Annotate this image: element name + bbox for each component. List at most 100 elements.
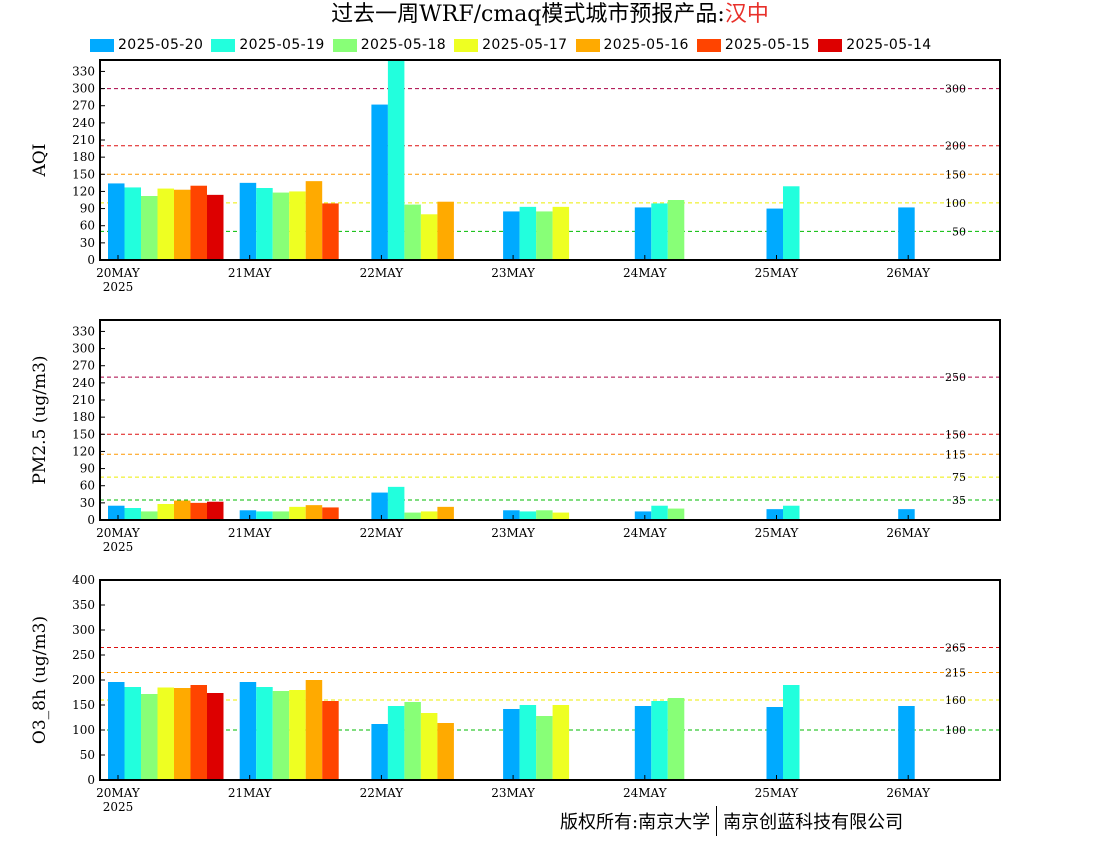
bar: [651, 203, 668, 260]
bar: [256, 687, 273, 780]
y-tick-label: 330: [72, 64, 95, 78]
y-tick-label: 240: [72, 116, 95, 130]
bar: [536, 716, 553, 780]
reference-line-label: 50: [952, 225, 966, 238]
bar: [322, 507, 339, 520]
bar: [634, 706, 652, 780]
bar: [256, 188, 273, 260]
legend-swatch: [332, 38, 357, 52]
y-tick-label: 60: [80, 479, 95, 493]
bar: [783, 505, 800, 520]
reference-line-label: 35: [952, 494, 966, 507]
bar: [157, 504, 174, 520]
y-tick-label: 150: [72, 427, 95, 441]
chart-panel-3: 265 215 160 100 0 50 100 150 200 250 300 350 400 20MA…: [30, 573, 1001, 814]
bar: [239, 182, 257, 260]
y-tick-label: 400: [72, 573, 95, 587]
chart-panel-2: 250 150 115 75 35 0 30 60 90 120 150 180 210 240 270 30…: [30, 319, 1001, 554]
x-tick-label: 24MAY: [623, 526, 668, 540]
x-tick-label: 20MAY: [96, 786, 141, 800]
bar: [634, 511, 652, 520]
legend-item: 2025-05-16: [575, 37, 689, 53]
bar: [190, 185, 207, 260]
y-tick-label: 0: [87, 773, 95, 787]
y-tick-label: 150: [72, 698, 95, 712]
y-tick-label: 200: [72, 673, 95, 687]
bar: [108, 682, 125, 780]
bar: [108, 505, 125, 520]
x-tick-label: 26MAY: [886, 526, 931, 540]
reference-line-label: 115: [945, 448, 966, 461]
reference-line-label: 200: [945, 140, 966, 153]
bar: [371, 492, 388, 520]
title-city: 汉中: [724, 2, 769, 27]
bar: [552, 705, 570, 780]
plot-frame: [99, 59, 1001, 261]
title-main: 过去一周WRF/cmaq模式城市预报产品:: [331, 2, 725, 27]
bar: [503, 211, 520, 260]
y-tick-label: 270: [72, 359, 95, 373]
bar: [420, 214, 438, 260]
bar: [141, 511, 158, 520]
reference-line-label: 215: [945, 667, 966, 680]
bar: [272, 691, 290, 780]
y-tick-label: 100: [72, 723, 95, 737]
bar: [190, 502, 207, 520]
chart-title: 过去一周WRF/cmaq模式城市预报产品:汉中: [0, 2, 1100, 28]
bar: [141, 694, 158, 780]
footer-copyright: 版权所有:南京大学: [560, 812, 711, 833]
bar: [404, 204, 421, 260]
x-tick-label: 26MAY: [886, 786, 931, 800]
x-year-label: 2025: [103, 800, 134, 814]
bar: [552, 206, 570, 260]
reference-line-label: 150: [945, 168, 966, 181]
bar: [289, 191, 306, 260]
bar: [174, 189, 191, 260]
legend-label: 2025-05-16: [603, 37, 689, 53]
bar: [124, 187, 141, 260]
y-tick-label: 150: [72, 167, 95, 181]
y-axis-label: AQI: [30, 144, 50, 178]
bar: [420, 511, 438, 520]
bar: [305, 181, 323, 260]
x-tick-label: 24MAY: [623, 786, 668, 800]
x-tick-label: 23MAY: [491, 786, 536, 800]
y-tick-label: 50: [80, 748, 95, 762]
legend-label: 2025-05-20: [118, 37, 204, 53]
bar: [783, 186, 800, 260]
legend-label: 2025-05-18: [360, 37, 447, 53]
bar: [536, 510, 553, 520]
footer-separator: [716, 806, 718, 836]
y-tick-label: 0: [87, 253, 95, 267]
bar: [783, 685, 800, 780]
chart-panel-1: 300 200 150 100 50 0 30 60 90 120 150 180 210 240 270 3…: [30, 59, 1001, 294]
legend-item: 2025-05-14: [818, 37, 931, 53]
bar: [305, 505, 323, 520]
x-tick-label: 24MAY: [623, 266, 668, 280]
bar: [437, 201, 454, 260]
bar: [898, 509, 915, 520]
x-tick-label: 25MAY: [755, 786, 800, 800]
bar: [898, 706, 915, 780]
reference-line-label: 100: [945, 197, 966, 210]
bar: [651, 505, 668, 520]
bar: [404, 512, 421, 520]
legend-label: 2025-05-14: [846, 37, 932, 53]
reference-line-label: 300: [945, 83, 966, 96]
bar: [437, 506, 454, 520]
y-tick-label: 300: [72, 82, 95, 96]
bar: [272, 511, 290, 520]
bar: [766, 707, 783, 780]
y-tick-label: 210: [72, 393, 95, 407]
bar: [503, 510, 520, 520]
bar: [387, 60, 405, 260]
x-tick-label: 21MAY: [228, 266, 273, 280]
x-tick-label: 26MAY: [886, 266, 931, 280]
reference-line-label: 265: [945, 642, 966, 655]
x-tick-label: 20MAY: [96, 266, 141, 280]
y-tick-label: 120: [72, 444, 95, 458]
y-tick-label: 0: [87, 513, 95, 527]
reference-line-label: 150: [945, 428, 966, 441]
legend-swatch: [454, 38, 479, 52]
